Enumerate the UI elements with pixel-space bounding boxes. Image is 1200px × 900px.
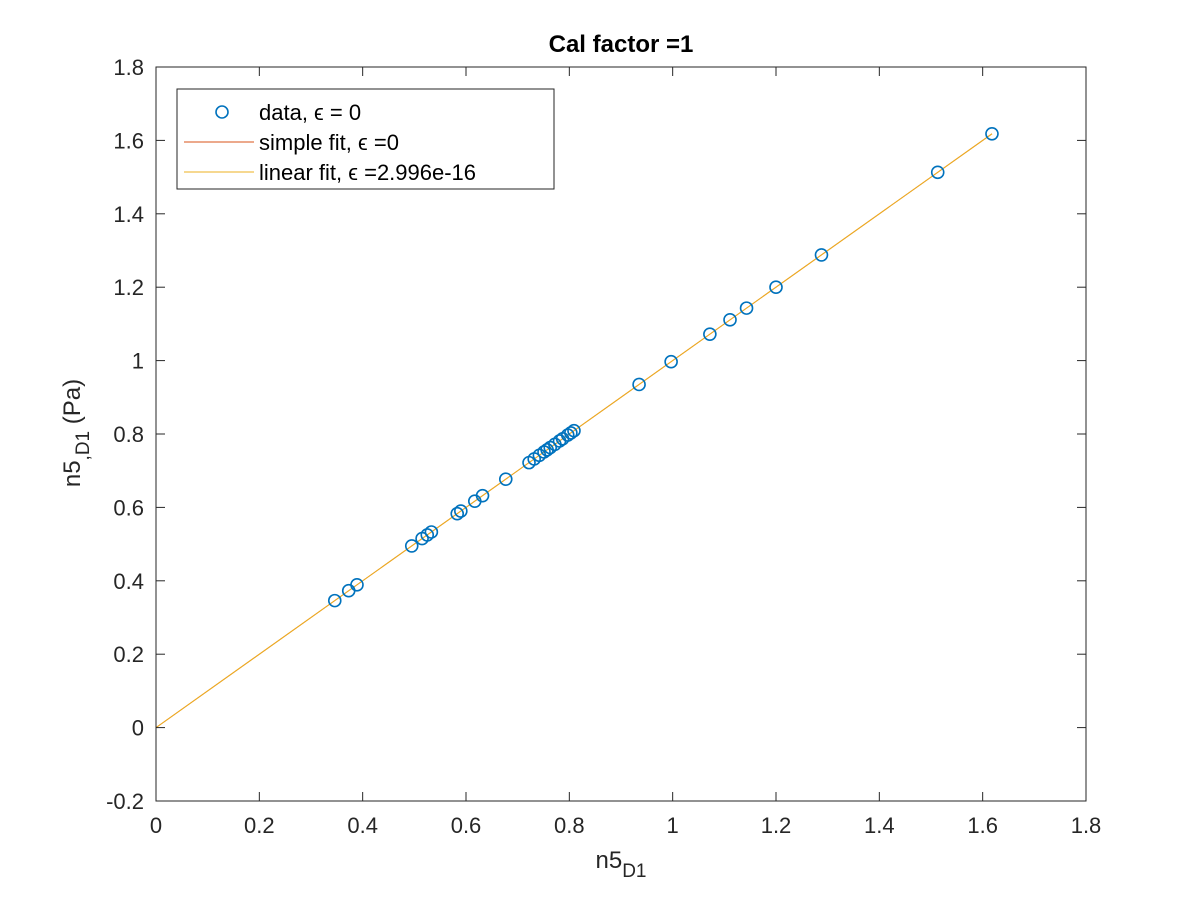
x-tick-label: 0.6 (451, 813, 482, 838)
y-tick-label: -0.2 (106, 789, 144, 814)
legend: data, ϵ = 0 simple fit, ϵ =0 linear fit,… (176, 88, 555, 190)
y-axis-ticks: -0.2 0 0.2 0.4 0.6 0.8 1 1.2 1.4 1.6 1.8 (106, 55, 1086, 814)
x-tick-label: 1.2 (761, 813, 792, 838)
data-point (420, 528, 435, 542)
data-point (498, 472, 513, 486)
x-tick-label: 0.4 (347, 813, 378, 838)
x-axis-title-base: n5 (596, 847, 623, 874)
x-axis-title: n5D1 (596, 847, 647, 882)
fit-lines (155, 133, 993, 729)
data-point (814, 248, 829, 262)
y-axis-title-base: n5 (59, 460, 86, 487)
data-point (769, 280, 783, 295)
legend-label-simple-fit: simple fit, ϵ =0 (259, 130, 399, 155)
x-axis-ticks: 0 0.2 0.4 0.6 0.8 1 1.2 1.4 1.6 1.8 (150, 67, 1101, 838)
data-point (567, 423, 581, 438)
data-markers (327, 126, 999, 608)
legend-box (176, 88, 555, 190)
data-point (450, 506, 465, 521)
legend-label-linear-fit: linear fit, ϵ =2.996e-16 (259, 160, 476, 185)
y-tick-label: 1.2 (113, 275, 144, 300)
x-axis-title-subscript: D1 (622, 861, 646, 882)
data-point (723, 313, 737, 327)
x-tick-label: 1.4 (864, 813, 895, 838)
x-tick-label: 0.8 (554, 813, 585, 838)
y-tick-label: 0.6 (113, 495, 144, 520)
data-point (564, 426, 578, 440)
y-tick-label: 0.2 (113, 642, 144, 667)
x-tick-label: 0 (150, 813, 162, 838)
chart-title: Cal factor =1 (549, 31, 694, 58)
y-axis-title: n5,D1 (Pa) (59, 379, 94, 487)
x-tick-label: 1.8 (1071, 813, 1102, 838)
x-tick-label: 1 (667, 813, 679, 838)
y-tick-label: 1.8 (113, 55, 144, 80)
y-tick-label: 1.6 (113, 128, 144, 153)
data-point (350, 578, 364, 592)
x-tick-label: 0.2 (244, 813, 275, 838)
y-tick-label: 0.8 (113, 422, 144, 447)
y-tick-label: 0.4 (113, 569, 144, 594)
data-point (739, 301, 754, 315)
data-point (475, 488, 490, 503)
data-point (424, 525, 439, 539)
legend-marker-data (215, 105, 229, 119)
data-point (664, 354, 678, 369)
x-tick-label: 1.6 (967, 813, 998, 838)
y-tick-label: 1 (132, 349, 144, 374)
y-tick-label: 1.4 (113, 202, 144, 227)
y-tick-label: 0 (132, 716, 144, 741)
y-axis-title-unit: (Pa) (59, 379, 86, 431)
linear-fit-line (155, 133, 993, 729)
data-point (454, 504, 468, 518)
y-axis-title-subscript: ,D1 (73, 431, 94, 461)
data-point (985, 126, 999, 141)
data-point (404, 539, 419, 553)
legend-label-data: data, ϵ = 0 (259, 100, 361, 125)
data-point (327, 593, 342, 608)
data-point (703, 327, 717, 341)
data-point (930, 165, 945, 180)
data-point (632, 377, 646, 392)
